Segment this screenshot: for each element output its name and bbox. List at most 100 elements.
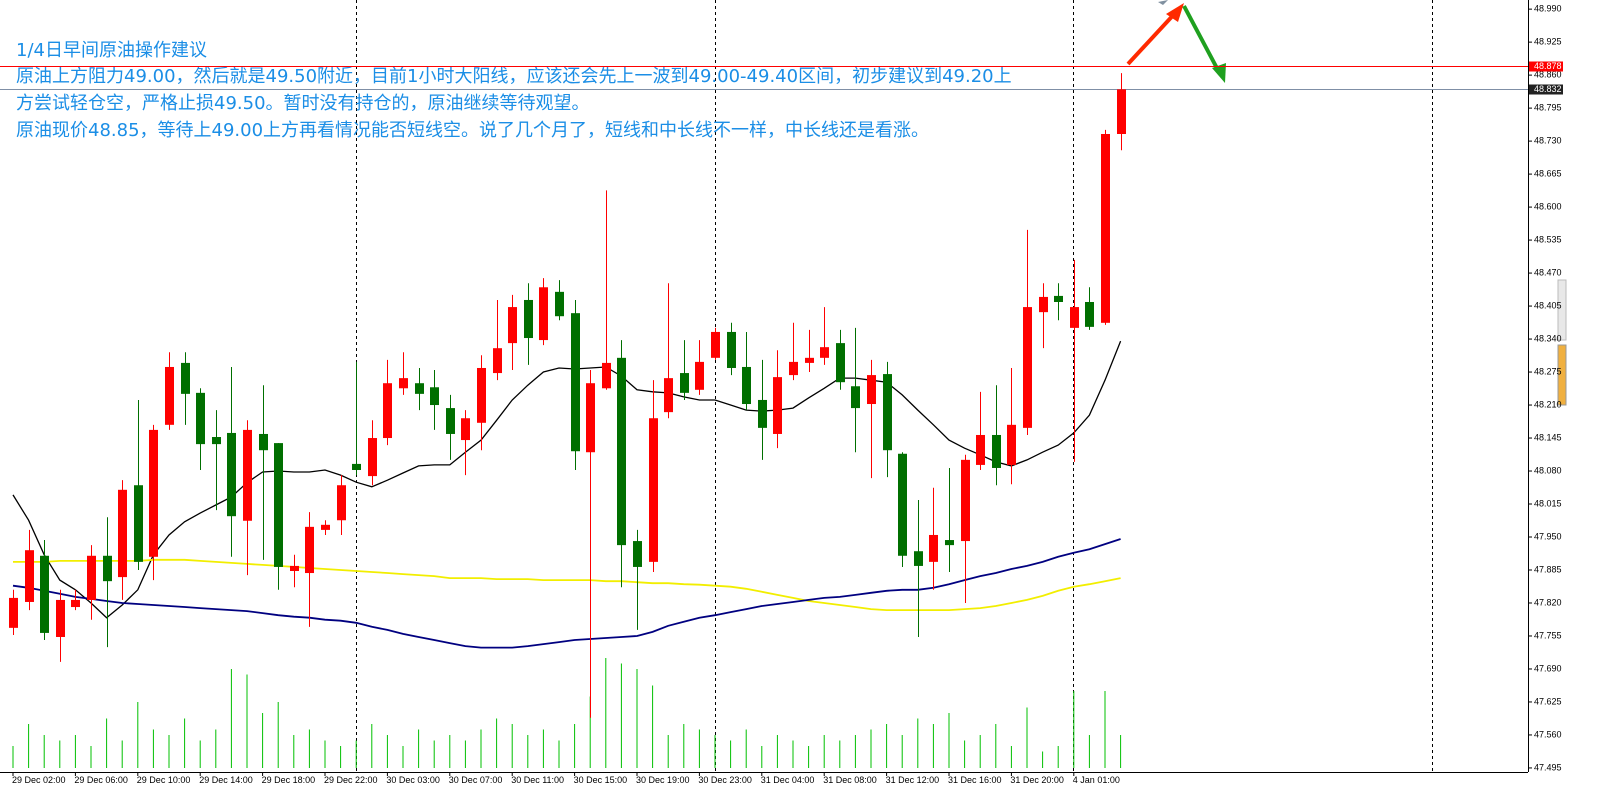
y-tick-label: 48.925 [1534, 37, 1562, 47]
candle-body [664, 378, 673, 413]
x-tick-label: 29 Dec 06:00 [74, 775, 128, 785]
y-tick-label: 48.210 [1534, 399, 1562, 409]
candle-body [680, 373, 689, 393]
x-tick-label: 29 Dec 10:00 [137, 775, 191, 785]
candle-body [103, 555, 112, 582]
y-tick-label: 47.820 [1534, 597, 1562, 607]
candle-body [508, 307, 517, 344]
candle-body [1101, 133, 1110, 323]
candle-body [742, 366, 751, 405]
candle-body [929, 534, 938, 562]
candle-body [259, 433, 268, 451]
x-tick-label: 31 Dec 20:00 [1010, 775, 1064, 785]
candle-body [571, 313, 580, 452]
y-tick-label: 47.885 [1534, 564, 1562, 574]
arrow-down [1182, 5, 1221, 73]
candle-body [337, 485, 346, 521]
candle-body [539, 287, 548, 341]
candle-body [773, 377, 782, 434]
y-tick-label: 47.560 [1534, 729, 1562, 739]
candle-body [758, 399, 767, 428]
x-tick-label: 31 Dec 04:00 [761, 775, 815, 785]
x-tick-label: 29 Dec 18:00 [262, 775, 316, 785]
candle-body [25, 550, 34, 602]
y-tick-label: 47.495 [1534, 762, 1562, 772]
x-tick-label: 30 Dec 15:00 [574, 775, 628, 785]
candle-body [695, 361, 704, 390]
candle-body [415, 383, 424, 394]
arrow-head [1166, 3, 1184, 22]
candle-body [430, 387, 439, 406]
y-tick-label: 48.600 [1534, 201, 1562, 211]
candle-body [290, 565, 299, 572]
y-tick-label: 48.470 [1534, 267, 1562, 277]
x-tick-label: 30 Dec 23:00 [698, 775, 752, 785]
candle-body [1085, 301, 1094, 327]
candle-body [87, 555, 96, 600]
price-label-box [1529, 61, 1563, 72]
candle-body [383, 383, 392, 439]
candle-body [368, 438, 377, 477]
y-tick-label: 47.755 [1534, 630, 1562, 640]
candle-body [1117, 89, 1126, 134]
candle-body [149, 429, 158, 557]
candle-body [493, 348, 502, 374]
x-tick-label: 31 Dec 12:00 [886, 775, 940, 785]
candle-body [602, 362, 611, 389]
moving-average [12, 340, 1122, 619]
candle-body [649, 418, 658, 562]
candle-body [1070, 307, 1079, 328]
y-tick-label: 48.730 [1534, 135, 1562, 145]
candle-body [446, 408, 455, 434]
candle-body [555, 291, 564, 317]
x-tick-label: 4 Jan 01:00 [1073, 775, 1120, 785]
candle-body [898, 453, 907, 556]
x-tick-label: 29 Dec 02:00 [12, 775, 66, 785]
price-label: 48.832 [1534, 84, 1562, 94]
annotation-line: 方尝试轻仓空，严格止损49.50。暂时没有持仓的，原油继续等待观望。 [16, 93, 590, 114]
price-label: 48.878 [1534, 61, 1562, 71]
candle-body [461, 418, 470, 441]
y-tick-label: 48.405 [1534, 300, 1562, 310]
candle-body [134, 485, 143, 562]
candle-body [40, 555, 49, 633]
scroll-block [1557, 344, 1567, 406]
x-tick-label: 29 Dec 14:00 [199, 775, 253, 785]
candle-body [976, 434, 985, 465]
candle-body [914, 551, 923, 566]
candle-body [212, 437, 221, 445]
y-tick-label: 47.625 [1534, 696, 1562, 706]
arrows [1126, 0, 1226, 83]
annotation-line: 原油上方阻力49.00，然后就是49.50附近，目前1小时大阳线，应该还会先上一… [16, 66, 1012, 87]
candle-body [992, 434, 1001, 468]
candle-body [1023, 307, 1032, 428]
y-tick-label: 48.080 [1534, 465, 1562, 475]
y-tick-label: 48.535 [1534, 234, 1562, 244]
x-tick-label: 29 Dec 22:00 [324, 775, 378, 785]
candle-body [1054, 295, 1063, 302]
candle-body [181, 362, 190, 394]
candle-body [836, 343, 845, 383]
arrow-mark [1158, 0, 1168, 5]
candle-body [961, 459, 970, 542]
candle-body [945, 540, 954, 546]
candle-body [1007, 424, 1016, 465]
candle-body [633, 541, 642, 567]
y-tick-label: 48.340 [1534, 333, 1562, 343]
candle-body [711, 331, 720, 358]
y-tick-label: 47.690 [1534, 663, 1562, 673]
y-tick-label: 48.145 [1534, 432, 1562, 442]
candle-body [805, 357, 814, 363]
candle-body [305, 526, 314, 574]
arrow-up [1126, 8, 1180, 66]
candle-body [586, 383, 595, 453]
candle-body [820, 347, 829, 358]
scroll-block [1557, 279, 1567, 341]
x-tick-label: 30 Dec 07:00 [449, 775, 503, 785]
x-tick-label: 30 Dec 11:00 [511, 775, 564, 785]
candle-body [196, 392, 205, 445]
candle-body [9, 597, 18, 628]
candle-body [883, 374, 892, 451]
